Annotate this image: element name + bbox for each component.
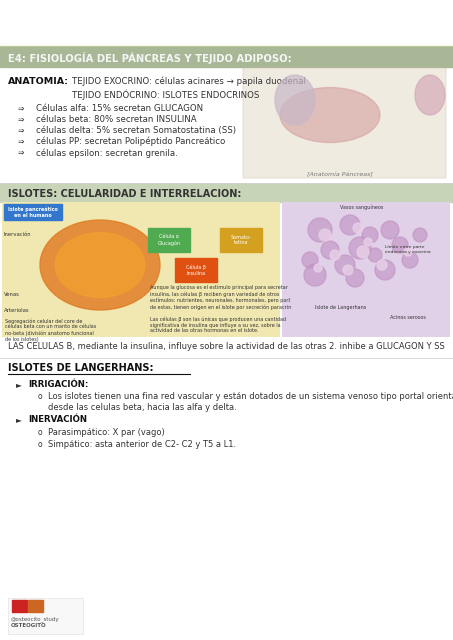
- Circle shape: [377, 260, 387, 270]
- Text: células epsilon: secretan grenila.: células epsilon: secretan grenila.: [36, 148, 178, 157]
- Bar: [0, 184, 453, 202]
- Text: Acinos serosos: Acinos serosos: [390, 315, 426, 320]
- Ellipse shape: [40, 220, 160, 310]
- Circle shape: [353, 223, 363, 233]
- Text: Vasos sanguíneos: Vasos sanguíneos: [340, 204, 383, 209]
- Text: o: o: [38, 440, 43, 449]
- Circle shape: [330, 250, 340, 260]
- Bar: [148, 228, 190, 252]
- Ellipse shape: [415, 75, 445, 115]
- Text: células delta: 5% secretan Somatostatina (SS): células delta: 5% secretan Somatostatina…: [36, 126, 236, 135]
- Text: Parasimpático: X par (vago): Parasimpático: X par (vago): [48, 428, 165, 437]
- Text: ⇒: ⇒: [18, 137, 24, 146]
- Text: ⇒: ⇒: [18, 115, 24, 124]
- Text: TEJIDO ENDÓCRINO: ISLOTES ENDOCRINOS: TEJIDO ENDÓCRINO: ISLOTES ENDOCRINOS: [72, 90, 260, 100]
- Text: LAS CELULAS B, mediante la insulina, influye sobre la actividad de las otras 2. : LAS CELULAS B, mediante la insulina, inf…: [8, 342, 445, 351]
- Text: Somato-
tatina: Somato- tatina: [231, 235, 251, 245]
- Text: desde las celulas beta, hacia las alfa y delta.: desde las celulas beta, hacia las alfa y…: [48, 403, 237, 412]
- Text: Venas: Venas: [4, 292, 20, 297]
- Circle shape: [304, 264, 326, 286]
- Text: TEJIDO EXOCRINO: células acinares → papila duodenal: TEJIDO EXOCRINO: células acinares → papi…: [72, 77, 306, 86]
- Text: IRRIGACIÓN:: IRRIGACIÓN:: [28, 380, 88, 389]
- Text: Simpático: asta anterior de C2- C2 y T5 a L1.: Simpático: asta anterior de C2- C2 y T5 …: [48, 440, 236, 449]
- Circle shape: [362, 227, 378, 243]
- Circle shape: [413, 228, 427, 242]
- Text: @osteocito_study: @osteocito_study: [11, 616, 60, 621]
- Circle shape: [343, 265, 353, 275]
- Text: Célula α
Glucagón: Célula α Glucagón: [158, 234, 181, 246]
- Circle shape: [368, 248, 382, 262]
- Ellipse shape: [55, 232, 145, 298]
- Circle shape: [340, 215, 360, 235]
- Bar: [12, 600, 27, 612]
- Bar: [2, 202, 280, 337]
- Text: o: o: [38, 428, 43, 437]
- Text: ⇒: ⇒: [18, 126, 24, 135]
- Text: Arteriolas: Arteriolas: [4, 308, 29, 313]
- Circle shape: [321, 241, 339, 259]
- Text: ►: ►: [16, 415, 22, 424]
- Bar: [282, 202, 450, 337]
- Bar: [220, 228, 262, 252]
- Text: ►: ►: [16, 380, 22, 389]
- Text: Células alfa: 15% secretan GLUCAGON: Células alfa: 15% secretan GLUCAGON: [36, 104, 203, 113]
- Circle shape: [357, 246, 369, 258]
- Text: ISLOTES: CELULARIDAD E INTERRELACION:: ISLOTES: CELULARIDAD E INTERRELACION:: [8, 189, 241, 199]
- Circle shape: [346, 269, 364, 287]
- Circle shape: [302, 252, 318, 268]
- Text: Islote pancreático
en el humano: Islote pancreático en el humano: [8, 206, 58, 218]
- Text: células beta: 80% secretan INSULINA: células beta: 80% secretan INSULINA: [36, 115, 197, 124]
- Circle shape: [402, 252, 418, 268]
- Text: [Anatomía Páncreas]: [Anatomía Páncreas]: [307, 172, 373, 177]
- Text: Segregación celular del core de
células beta con un manto de células
no-beta (di: Segregación celular del core de células …: [5, 318, 96, 342]
- Circle shape: [319, 229, 331, 241]
- Text: Inervación: Inervación: [4, 232, 32, 237]
- Text: ⇒: ⇒: [18, 148, 24, 157]
- Ellipse shape: [275, 75, 315, 125]
- Text: células PP: secretan Polipéptido Pancreático: células PP: secretan Polipéptido Pancreá…: [36, 137, 225, 147]
- Bar: [4, 204, 62, 220]
- Circle shape: [308, 218, 332, 242]
- Bar: [175, 258, 217, 282]
- Circle shape: [392, 237, 408, 253]
- Circle shape: [349, 237, 371, 259]
- Text: OSTEOGITO: OSTEOGITO: [11, 623, 47, 628]
- Circle shape: [381, 221, 399, 239]
- Bar: [243, 68, 446, 178]
- Text: ANATOMIA:: ANATOMIA:: [8, 77, 69, 86]
- Ellipse shape: [280, 88, 380, 143]
- Circle shape: [375, 260, 395, 280]
- Text: INERVACIÓN: INERVACIÓN: [28, 415, 87, 424]
- Text: Los islotes tienen una fina red vascular y están dotados de un sistema venoso ti: Los islotes tienen una fina red vascular…: [48, 392, 453, 401]
- Text: Aunque la glucosa es el estímulo principal para secretar
insulina, las células β: Aunque la glucosa es el estímulo princip…: [150, 285, 291, 333]
- Text: o: o: [38, 392, 43, 401]
- Circle shape: [314, 264, 322, 272]
- Text: ISLOTES DE LANGERHANS:: ISLOTES DE LANGERHANS:: [8, 363, 154, 373]
- Text: Célula β
Insulina: Célula β Insulina: [186, 264, 206, 276]
- Bar: [28, 600, 43, 612]
- Bar: [0, 47, 453, 67]
- Circle shape: [335, 255, 355, 275]
- Circle shape: [364, 238, 372, 246]
- Bar: [8, 598, 83, 634]
- Text: Límite entre parte
endocrina y exocrina: Límite entre parte endocrina y exocrina: [385, 245, 431, 253]
- Text: Islote de Langerhans: Islote de Langerhans: [315, 305, 366, 310]
- Circle shape: [404, 248, 412, 256]
- Text: ⇒: ⇒: [18, 104, 24, 113]
- Text: E4: FISIOLOGÍA DEL PÁNCREAS Y TEJIDO ADIPOSO:: E4: FISIOLOGÍA DEL PÁNCREAS Y TEJIDO ADI…: [8, 52, 292, 64]
